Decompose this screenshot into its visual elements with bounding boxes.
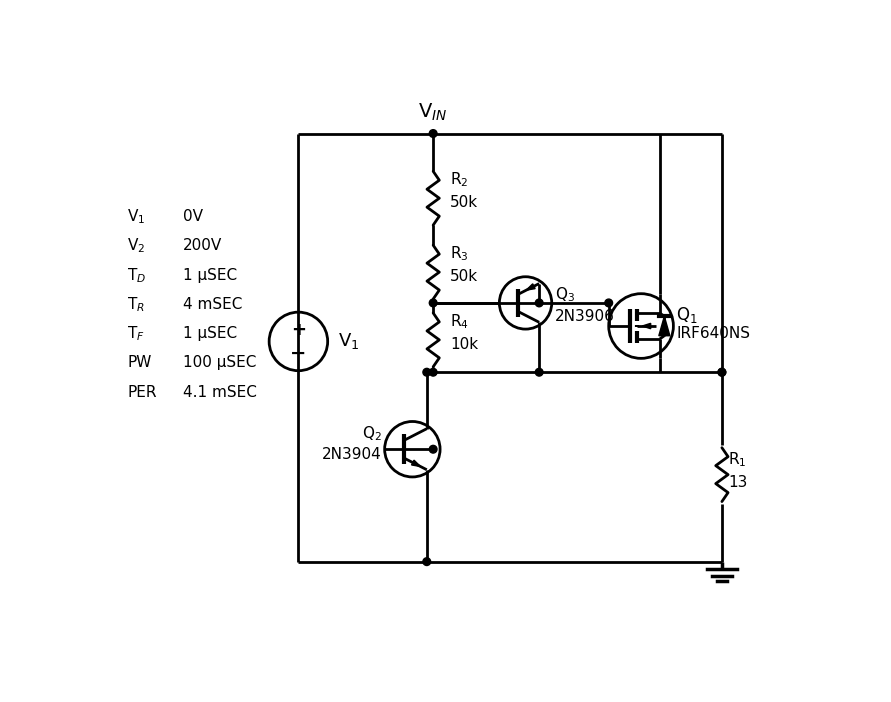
Circle shape	[718, 369, 726, 376]
Text: PW: PW	[127, 355, 151, 371]
Circle shape	[535, 369, 543, 376]
Text: 1 μSEC: 1 μSEC	[183, 326, 237, 341]
Text: R$_2$
50k: R$_2$ 50k	[450, 171, 478, 211]
Text: 4 mSEC: 4 mSEC	[183, 297, 242, 312]
Polygon shape	[658, 317, 670, 336]
Text: R$_3$
50k: R$_3$ 50k	[450, 244, 478, 284]
Polygon shape	[527, 284, 535, 290]
Circle shape	[429, 445, 437, 453]
Text: Q$_1$: Q$_1$	[676, 305, 699, 325]
Text: T$_F$: T$_F$	[127, 324, 145, 343]
Circle shape	[423, 369, 430, 376]
Text: −: −	[290, 343, 307, 363]
Text: V$_{IN}$: V$_{IN}$	[419, 102, 448, 123]
Circle shape	[423, 558, 430, 566]
Text: PER: PER	[127, 385, 157, 399]
Text: Q$_3$
2N3906: Q$_3$ 2N3906	[555, 285, 615, 324]
Circle shape	[718, 369, 726, 376]
Text: 4.1 mSEC: 4.1 mSEC	[183, 385, 257, 399]
Text: Q$_2$
2N3904: Q$_2$ 2N3904	[322, 424, 381, 463]
Text: V$_2$: V$_2$	[127, 237, 146, 256]
Text: IRF640NS: IRF640NS	[676, 326, 750, 341]
Circle shape	[605, 299, 613, 307]
Circle shape	[535, 299, 543, 307]
Circle shape	[429, 130, 437, 138]
Text: T$_R$: T$_R$	[127, 295, 145, 314]
Circle shape	[429, 299, 437, 307]
Text: V$_1$: V$_1$	[339, 331, 360, 352]
Text: 0V: 0V	[183, 209, 203, 224]
Text: R$_1$
13: R$_1$ 13	[728, 450, 748, 490]
Circle shape	[429, 369, 437, 376]
Text: 200V: 200V	[183, 239, 222, 253]
Text: 100 μSEC: 100 μSEC	[183, 355, 257, 371]
Text: +: +	[290, 322, 306, 339]
Text: T$_D$: T$_D$	[127, 266, 147, 284]
Text: 1 μSEC: 1 μSEC	[183, 267, 237, 283]
Text: R$_4$
10k: R$_4$ 10k	[450, 312, 478, 352]
Polygon shape	[412, 461, 421, 466]
Text: V$_1$: V$_1$	[127, 207, 146, 226]
Polygon shape	[642, 324, 650, 329]
